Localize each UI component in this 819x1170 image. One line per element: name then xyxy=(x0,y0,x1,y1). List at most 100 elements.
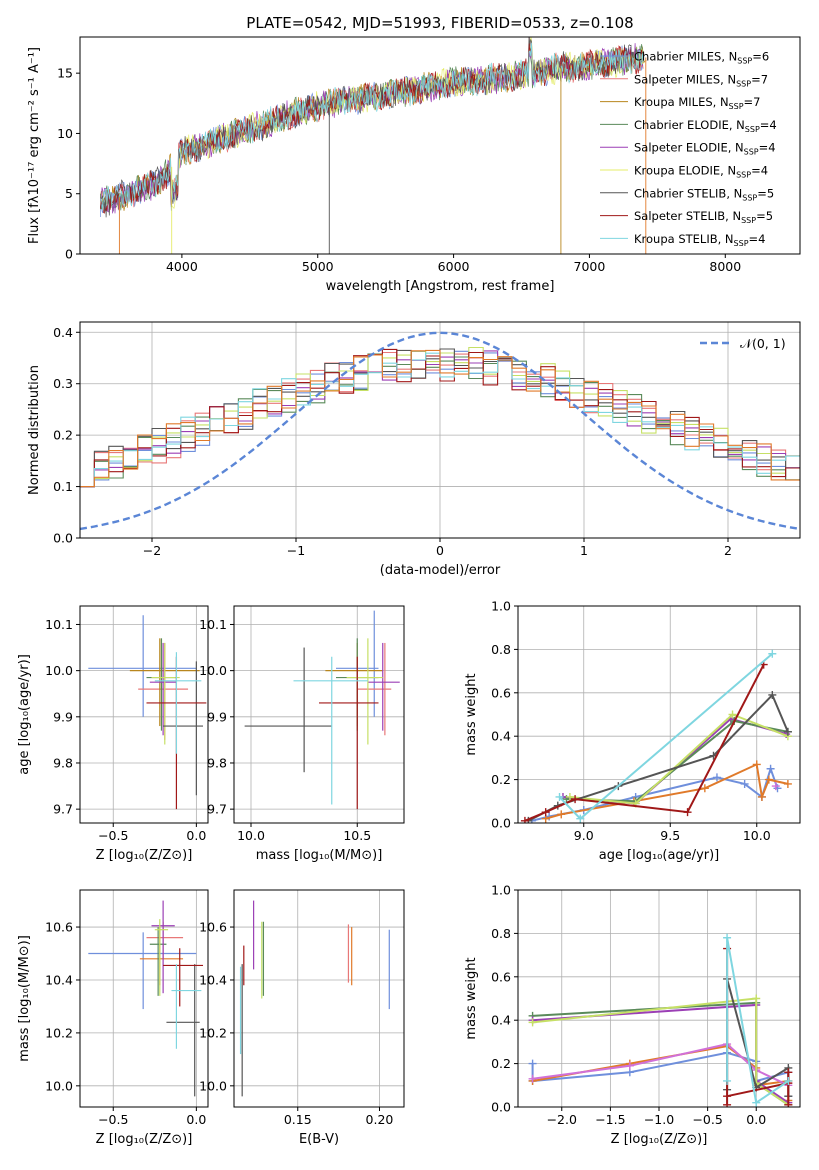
x-axis-label: Z [log₁₀(Z/Z⊙)] xyxy=(96,1132,193,1147)
x-tick-label: 1 xyxy=(580,543,588,558)
plot-area xyxy=(239,900,390,1097)
weight-marker xyxy=(752,760,761,769)
figure-title: PLATE=0542, MJD=51993, FIBERID=0533, z=0… xyxy=(246,14,633,32)
y-tick-label: 10.4 xyxy=(199,972,227,987)
legend-label: Kroupa ELODIE, NSSP=4 xyxy=(634,164,768,180)
weight-marker xyxy=(752,1098,761,1107)
y-tick-label: 9.9 xyxy=(207,709,227,724)
x-tick-label: −0.5 xyxy=(98,1112,128,1127)
residual-histogram-panel: −2 −1 0 1 2 0.0 0.1 0.2 0.3 0.4 (data-model)/error… xyxy=(27,321,801,578)
weight-marker xyxy=(784,1076,793,1085)
error-bar-point xyxy=(88,615,197,717)
mass-vs-extinction-panel: 0.15 0.20 10.0 10.2 10.4 10.6 E(B-V) xyxy=(199,889,405,1147)
x-tick-label: −1.0 xyxy=(644,1112,674,1127)
y-axis-label: mass weight xyxy=(464,957,479,1039)
x-tick-label: 0.0 xyxy=(746,1112,766,1127)
y-tick-label: 10.6 xyxy=(45,920,73,935)
weight-marker xyxy=(557,810,566,819)
y-tick-label: 0.6 xyxy=(491,685,511,700)
axes-frame xyxy=(233,605,405,824)
error-bar-point xyxy=(154,919,169,996)
y-tick-label: 10.6 xyxy=(199,920,227,935)
spectrum-line xyxy=(172,37,644,209)
age-vs-mass-panel: 10.0 10.5 9.7 9.8 9.9 10.0 10.1 mass [log₁₀(M/M… xyxy=(199,605,405,863)
x-tick-label: −1.5 xyxy=(595,1112,625,1127)
x-tick-label: −2.0 xyxy=(547,1112,577,1127)
weight-series xyxy=(528,998,793,1107)
legend-label: 𝒩(0, 1) xyxy=(740,336,786,351)
legend-label: Salpeter ELODIE, NSSP=4 xyxy=(634,141,776,157)
y-tick-label: 0 xyxy=(65,247,73,262)
y-tick-label: 0.2 xyxy=(53,428,73,443)
x-axis-label: age [log₁₀(age/yr)] xyxy=(599,848,720,863)
x-axis-label: mass [log₁₀(M/M⊙)] xyxy=(256,848,383,863)
error-bar-point xyxy=(319,656,379,810)
x-tick-label: 4000 xyxy=(166,259,198,274)
weight-marker xyxy=(571,795,580,804)
plot-area xyxy=(100,37,647,254)
x-axis-label: (data-model)/error xyxy=(380,563,501,578)
y-tick-label: 10.0 xyxy=(45,1078,73,1093)
plot-area xyxy=(244,610,400,810)
x-tick-label: 6000 xyxy=(438,259,470,274)
weight-line xyxy=(532,997,789,1106)
y-tick-label: 10.0 xyxy=(199,1078,227,1093)
weight-marker xyxy=(565,792,574,801)
y-tick-label: 0.2 xyxy=(491,772,511,787)
x-tick-label: 0.0 xyxy=(186,1112,206,1127)
x-tick-label: 10.0 xyxy=(743,828,771,843)
y-tick-label: 0.4 xyxy=(491,729,511,744)
x-tick-label: 0.20 xyxy=(366,1112,394,1127)
mass-vs-metallicity-panel: −0.5 0.0 10.0 10.2 10.4 10.6 Z [log₁₀(Z/Z⊙)] ma… xyxy=(17,889,209,1147)
normal-legend: 𝒩(0, 1) xyxy=(700,336,786,351)
weight-series xyxy=(723,933,793,1107)
plot-area xyxy=(88,900,204,1097)
axes-frame xyxy=(233,889,405,1108)
weight-marker xyxy=(784,1068,793,1077)
spectrum-legend: Chabrier MILES, NSSP=6 Salpeter MILES, NS… xyxy=(600,50,777,248)
y-tick-label: 15 xyxy=(57,66,73,81)
y-axis-label: mass weight xyxy=(464,673,479,755)
x-tick-label: 0.0 xyxy=(186,828,206,843)
weight-marker xyxy=(784,1100,793,1107)
histogram-series xyxy=(80,349,800,488)
error-bar-point xyxy=(88,932,197,1010)
axes-frame xyxy=(517,605,801,824)
legend-label: Chabrier STELIB, NSSP=5 xyxy=(634,186,774,202)
weight-marker xyxy=(528,1018,537,1027)
error-bar-point xyxy=(163,948,204,1007)
y-tick-label: 0.0 xyxy=(53,531,73,546)
legend-label: Chabrier ELODIE, NSSP=4 xyxy=(634,118,777,134)
spectrum-panel: 4000 5000 6000 7000 8000 0 5 10 15 wavelength [An… xyxy=(27,36,801,294)
y-tick-label: 0.0 xyxy=(491,1100,511,1115)
y-tick-label: 1.0 xyxy=(491,599,511,614)
weight-marker xyxy=(783,779,792,788)
y-axis-label: Flux [fλ10⁻¹⁷ erg cm⁻² s⁻¹ A⁻¹] xyxy=(27,47,42,244)
weight-line xyxy=(532,1003,789,1104)
y-tick-label: 9.8 xyxy=(53,755,73,770)
age-vs-metallicity-panel: −0.5 0.0 9.7 9.8 9.9 10.0 10.1 Z [log₁₀(Z/Z⊙)] a… xyxy=(17,605,209,863)
y-tick-label: 0.0 xyxy=(491,816,511,831)
error-bar-point xyxy=(154,652,202,754)
weight-series xyxy=(771,782,780,791)
weight-marker xyxy=(541,808,550,817)
y-tick-label: 0.8 xyxy=(491,926,511,941)
weight-line xyxy=(726,937,789,1105)
axes-frame xyxy=(79,889,209,1108)
normal-curve xyxy=(80,331,800,531)
x-axis-label: Z [log₁₀(Z/Z⊙)] xyxy=(611,1132,708,1147)
y-tick-label: 0.6 xyxy=(491,969,511,984)
legend-label: Kroupa MILES, NSSP=7 xyxy=(634,95,760,111)
y-tick-label: 0.4 xyxy=(491,1013,511,1028)
weight-marker xyxy=(723,1076,732,1085)
weight-marker xyxy=(700,784,709,793)
x-axis-label: Z [log₁₀(Z/Z⊙)] xyxy=(96,848,193,863)
weight-marker xyxy=(576,814,585,823)
weight-marker xyxy=(740,779,749,788)
legend-label: Chabrier MILES, NSSP=6 xyxy=(634,50,769,66)
error-bar-point xyxy=(244,647,332,773)
y-axis-label: Normed distribution xyxy=(27,365,42,495)
error-bar-point xyxy=(367,642,400,731)
weight-marker xyxy=(768,690,777,699)
